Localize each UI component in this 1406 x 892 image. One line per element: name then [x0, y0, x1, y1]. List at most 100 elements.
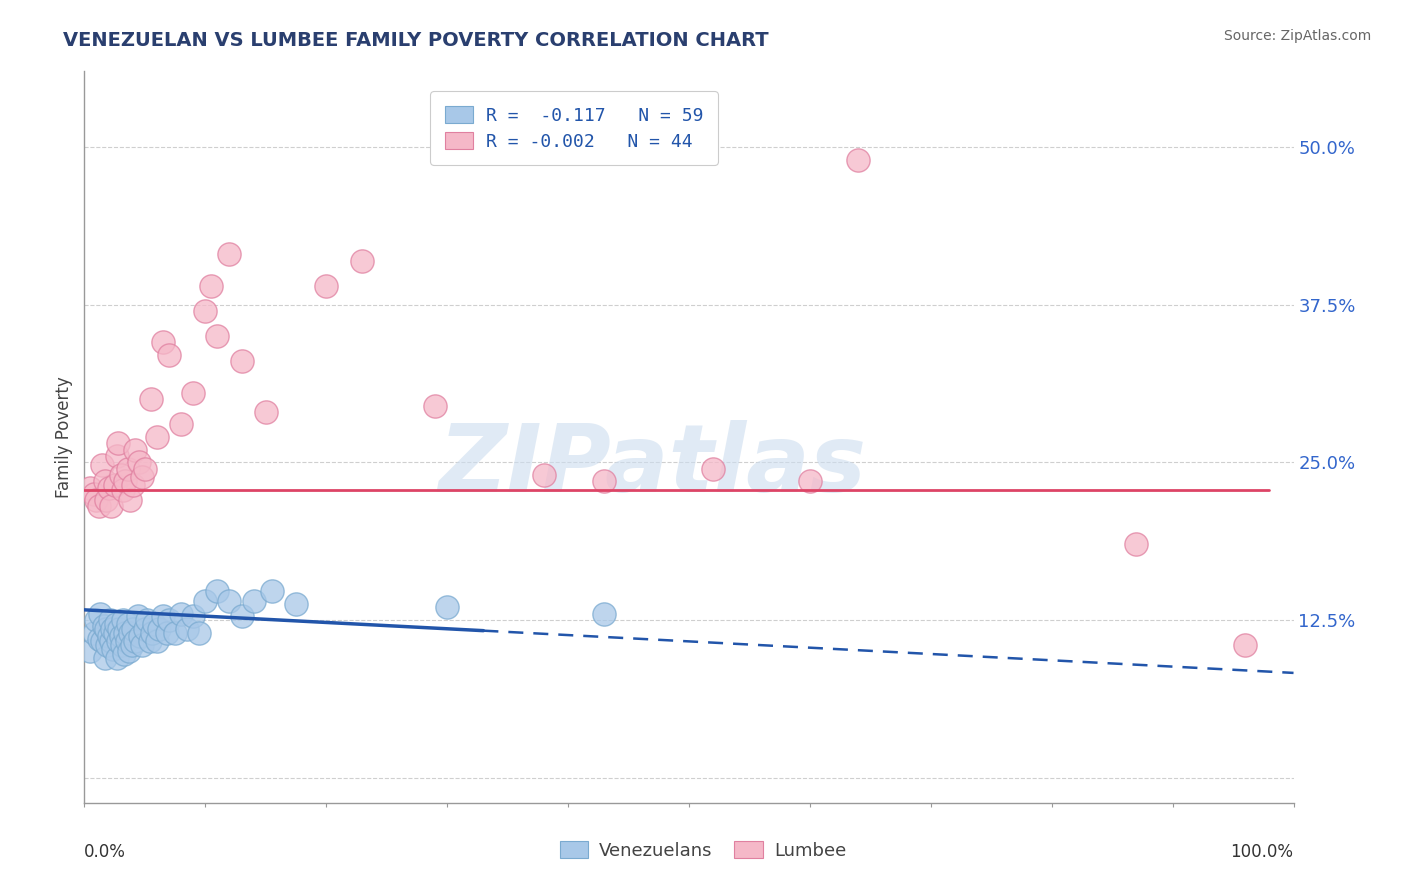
Point [181, 609, 204, 624]
Point [129, 629, 152, 643]
Point [124, 442, 146, 457]
Point [200, 278, 222, 293]
Point [157, 613, 180, 627]
Point [188, 625, 211, 640]
Point [148, 622, 170, 636]
Point [846, 153, 869, 167]
Point [152, 335, 174, 350]
Point [100, 500, 122, 514]
Point [91, 458, 114, 472]
Point [91, 634, 114, 648]
Point [89, 607, 111, 621]
Point [87, 500, 110, 514]
Point [231, 609, 253, 624]
Point [436, 600, 458, 615]
Text: 0.0%: 0.0% [84, 843, 127, 861]
Point [112, 613, 135, 627]
Point [112, 483, 135, 497]
Point [127, 609, 149, 624]
Point [155, 625, 177, 640]
Point [128, 455, 150, 469]
Point [141, 625, 163, 640]
Point [79, 644, 101, 658]
Y-axis label: Family Poverty: Family Poverty [55, 376, 73, 498]
Point [207, 583, 229, 598]
Point [94, 622, 117, 636]
Point [138, 634, 160, 648]
Point [423, 399, 446, 413]
Text: 100.0%: 100.0% [1230, 843, 1294, 861]
Point [131, 470, 153, 484]
Point [152, 609, 174, 624]
Point [100, 634, 122, 648]
Point [121, 622, 143, 636]
Point [94, 493, 117, 508]
Point [120, 493, 142, 508]
Point [143, 616, 166, 631]
Point [139, 392, 162, 407]
Point [107, 436, 129, 450]
Point [533, 467, 555, 482]
Point [83, 487, 105, 501]
Point [83, 625, 105, 640]
Point [315, 278, 337, 293]
Point [104, 478, 127, 492]
Point [105, 650, 128, 665]
Point [120, 625, 142, 640]
Point [593, 607, 616, 621]
Point [115, 634, 138, 648]
Point [170, 607, 193, 621]
Point [254, 405, 277, 419]
Point [117, 616, 139, 631]
Point [218, 247, 240, 261]
Point [105, 449, 128, 463]
Text: VENEZUELAN VS LUMBEE FAMILY POVERTY CORRELATION CHART: VENEZUELAN VS LUMBEE FAMILY POVERTY CORR… [63, 31, 769, 50]
Point [124, 634, 146, 648]
Point [207, 329, 229, 343]
Point [111, 638, 134, 652]
Point [121, 638, 143, 652]
Point [93, 619, 115, 633]
Point [134, 622, 156, 636]
Point [96, 638, 118, 652]
Point [114, 625, 136, 640]
Legend: Venezuelans, Lumbee: Venezuelans, Lumbee [553, 834, 853, 867]
Point [110, 629, 132, 643]
Point [86, 493, 108, 508]
Text: ZIPatlas: ZIPatlas [439, 420, 866, 512]
Point [194, 304, 217, 318]
Point [176, 622, 198, 636]
Point [146, 634, 169, 648]
Point [107, 634, 129, 648]
Point [260, 583, 283, 598]
Point [284, 597, 308, 611]
Point [218, 594, 240, 608]
Point [194, 594, 217, 608]
Point [121, 478, 143, 492]
Point [108, 622, 131, 636]
Point [87, 632, 110, 646]
Point [112, 647, 135, 661]
Point [165, 625, 187, 640]
Point [97, 629, 120, 643]
Point [103, 642, 125, 657]
Point [702, 461, 724, 475]
Point [134, 461, 156, 475]
Point [110, 467, 132, 482]
Point [97, 481, 120, 495]
Point [86, 613, 108, 627]
Point [94, 474, 117, 488]
Legend: R =  -0.117   N = 59, R = -0.002   N = 44: R = -0.117 N = 59, R = -0.002 N = 44 [430, 91, 718, 165]
Point [131, 638, 153, 652]
Point [136, 613, 159, 627]
Point [104, 616, 127, 631]
Point [231, 354, 253, 368]
Point [242, 594, 264, 608]
Point [157, 348, 180, 362]
Point [352, 253, 374, 268]
Point [101, 622, 124, 636]
Point [114, 474, 136, 488]
Point [181, 386, 204, 401]
Point [1234, 638, 1257, 652]
Point [94, 650, 117, 665]
